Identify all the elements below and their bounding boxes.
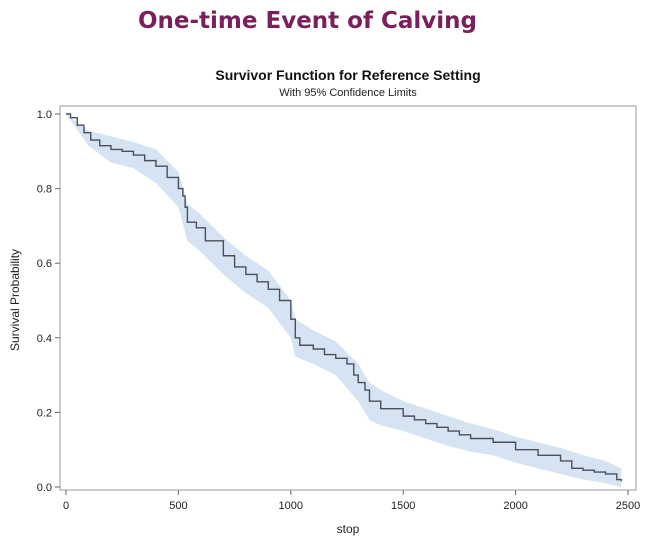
x-tick-label: 1500 (391, 500, 415, 512)
x-tick-label: 500 (169, 500, 187, 512)
y-tick-label: 0.4 (37, 333, 52, 345)
chart-title: Survivor Function for Reference Setting (215, 67, 480, 83)
x-axis-label: stop (337, 522, 360, 536)
chart-subtitle: With 95% Confidence Limits (279, 87, 417, 99)
x-tick-label: 1000 (279, 500, 303, 512)
x-tick-label: 0 (63, 500, 69, 512)
slide-title: One-time Event of Calving (137, 8, 477, 34)
survival-curve (66, 113, 622, 482)
x-tick-label: 2500 (616, 500, 640, 512)
y-axis-label: Survival Probability (8, 249, 22, 351)
y-tick-label: 0.6 (37, 258, 52, 270)
y-tick-label: 1.0 (37, 109, 52, 121)
y-tick-label: 0.0 (37, 482, 52, 494)
y-tick-label: 0.2 (37, 407, 52, 419)
y-tick-label: 0.8 (37, 184, 52, 196)
x-tick-label: 2000 (503, 500, 527, 512)
